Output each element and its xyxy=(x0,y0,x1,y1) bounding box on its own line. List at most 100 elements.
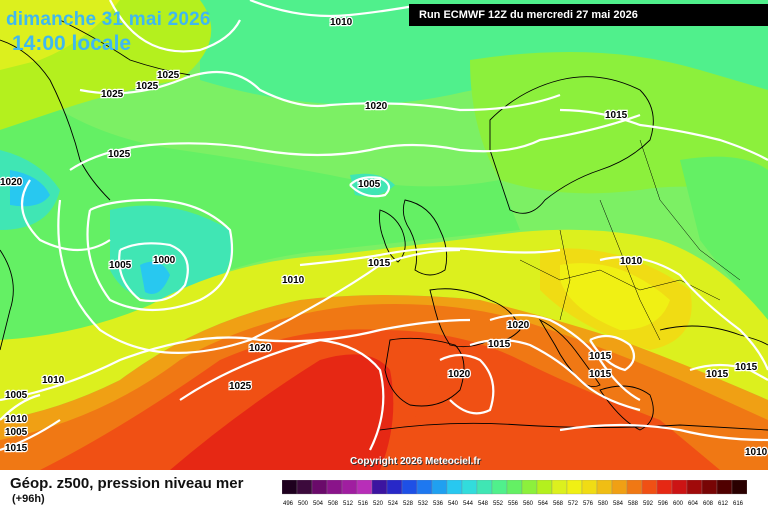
isobar-label: 1000 xyxy=(153,255,176,266)
isobar-1015-south xyxy=(559,423,768,442)
coast-greece xyxy=(599,385,654,431)
color-scale-label: 520 xyxy=(373,501,384,507)
color-scale-swatch xyxy=(356,480,373,495)
coast-ireland xyxy=(379,209,406,263)
color-scale-label: 572 xyxy=(568,501,579,507)
isobar-label: 1010 xyxy=(282,275,305,286)
color-scale-label: 552 xyxy=(493,501,504,507)
color-scale-swatch xyxy=(641,480,658,495)
color-scale-swatch xyxy=(656,480,673,495)
color-scale-swatch xyxy=(506,480,523,495)
isobars xyxy=(0,0,768,452)
isobar-label: 1010 xyxy=(620,256,643,267)
color-scale-swatch xyxy=(386,480,403,495)
color-scale: 496 500 504 508 512 516 520 524 528 532 536 540 544 5… xyxy=(282,480,747,507)
z500-band-red-east xyxy=(400,349,542,470)
color-scale-swatch xyxy=(731,480,747,495)
color-scale-swatch xyxy=(431,480,448,495)
color-scale-swatch xyxy=(671,480,688,495)
isobar-label: 1015 xyxy=(5,443,28,454)
z500-low-center-core xyxy=(140,261,170,294)
isobar-1025-greenland-a xyxy=(109,0,241,53)
isobar-1005-ne xyxy=(349,176,391,198)
isobar-label: 1025 xyxy=(136,81,159,92)
color-scale-label: 556 xyxy=(508,501,519,507)
isobar-1015-france xyxy=(469,338,641,412)
coast-britain xyxy=(402,199,448,276)
color-scale-label: 608 xyxy=(703,501,714,507)
color-scale-swatch xyxy=(596,480,613,495)
isobar-labels: 1010 1025 1025 1025 1020 1025 1020 1005 … xyxy=(0,16,768,459)
isobar-label: 1005 xyxy=(5,390,28,401)
forecast-date: dimanche 31 mai 2026 xyxy=(6,9,211,30)
isobar-1020-atl xyxy=(0,318,471,402)
isobar-1020-west xyxy=(20,179,111,251)
isobar-1000-low xyxy=(118,242,189,303)
color-scale-swatch xyxy=(716,480,733,495)
color-scale-label: 516 xyxy=(358,501,369,507)
isobar-label: 1020 xyxy=(249,343,272,354)
color-scale-label: 544 xyxy=(463,501,474,507)
isobar-1015-scand xyxy=(559,108,768,161)
isobar-1020-north xyxy=(79,70,561,112)
isobar-1015-se xyxy=(689,363,768,381)
isobar-1025-north xyxy=(69,113,641,171)
color-scale-label: 604 xyxy=(688,501,699,507)
copyright: Copyright 2026 Meteociel.fr xyxy=(350,456,481,467)
coast-labrador xyxy=(0,249,14,351)
color-scale-label: 600 xyxy=(673,501,684,507)
color-scale-label: 524 xyxy=(388,501,399,507)
isobar-1010-sw xyxy=(0,393,41,421)
coast-greenland xyxy=(0,39,111,201)
border-germany xyxy=(559,229,571,321)
color-scale-label: 596 xyxy=(658,501,669,507)
legend-subtitle: (+96h) xyxy=(12,493,45,505)
color-scale-label: 528 xyxy=(403,501,414,507)
color-scale-label: 532 xyxy=(418,501,429,507)
isobar-label: 1010 xyxy=(5,414,28,425)
isobar-1010-east xyxy=(599,256,768,371)
coast-scandinavia xyxy=(489,76,654,214)
isobar-label: 1025 xyxy=(101,89,124,100)
color-scale-swatch xyxy=(581,480,598,495)
isobar-1020-alps xyxy=(489,313,641,401)
color-scale-label: 536 xyxy=(433,501,444,507)
color-scale-swatch xyxy=(491,480,508,495)
isobar-label: 1015 xyxy=(589,351,612,362)
isobar-1010-mid xyxy=(57,199,461,354)
color-scale-label: 540 xyxy=(448,501,459,507)
color-scale-swatch xyxy=(611,480,628,495)
isobar-label: 1010 xyxy=(42,375,65,386)
color-scale-swatch xyxy=(341,480,358,495)
color-scale-label: 504 xyxy=(313,501,324,507)
color-scale-swatch xyxy=(282,480,298,495)
isobar-label: 1005 xyxy=(358,179,381,190)
color-scale-label: 592 xyxy=(643,501,654,507)
coast-greenland-north xyxy=(59,19,191,76)
isobar-1015-balkan xyxy=(589,334,636,372)
color-scale-label: 496 xyxy=(283,501,294,507)
isobar-label: 1015 xyxy=(589,369,612,380)
coast-iberia xyxy=(384,337,465,407)
color-scale-swatch xyxy=(701,480,718,495)
color-scale-swatch xyxy=(536,480,553,495)
isobar-label: 1010 xyxy=(745,447,768,458)
color-scale-label: 568 xyxy=(553,501,564,507)
color-scale-label: 616 xyxy=(733,501,744,507)
color-scale-swatch xyxy=(521,480,538,495)
color-scale-swatch xyxy=(686,480,703,495)
isobar-1020-spain xyxy=(439,353,495,415)
borders xyxy=(519,139,741,341)
color-scale-label: 512 xyxy=(343,501,354,507)
isobar-label: 1020 xyxy=(365,101,388,112)
color-scale-swatch xyxy=(326,480,343,495)
color-scale-label: 508 xyxy=(328,501,339,507)
z500-low-center xyxy=(110,205,232,302)
legend-title: Géop. z500, pression niveau mer xyxy=(10,475,244,492)
color-scale-label: 580 xyxy=(598,501,609,507)
color-scale-label: 560 xyxy=(523,501,534,507)
coast-black-sea xyxy=(659,325,768,346)
isobar-label: 1025 xyxy=(157,70,180,81)
color-scale-swatch xyxy=(626,480,643,495)
isobar-label: 1025 xyxy=(108,149,131,160)
